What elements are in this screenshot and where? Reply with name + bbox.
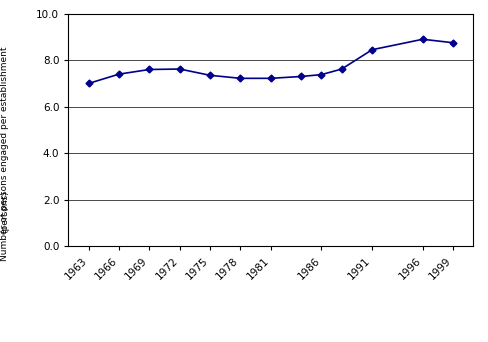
Number of persons engaged per establishment [450,41,456,45]
Line: Number of persons engaged per establishment: Number of persons engaged per establishm… [86,37,455,86]
Number of persons engaged per establishment [319,73,325,77]
Number of persons engaged per establishment [116,72,122,76]
Number of persons engaged per establishment [268,76,274,80]
Number of persons engaged per establishment [369,48,375,52]
Number of persons engaged per establishment [207,73,213,77]
Number of persons engaged per establishment [177,67,183,71]
Number of persons engaged per establishment [86,81,92,86]
Number of persons engaged per establishment [420,37,426,41]
Number of persons engaged per establishment [339,67,345,71]
Text: (persons): (persons) [0,191,9,233]
Number of persons engaged per establishment [146,67,152,71]
Number of persons engaged per establishment [238,76,244,80]
Number of persons engaged per establishment [298,75,304,79]
Text: Number of persons engaged per establishment: Number of persons engaged per establishm… [0,47,9,261]
